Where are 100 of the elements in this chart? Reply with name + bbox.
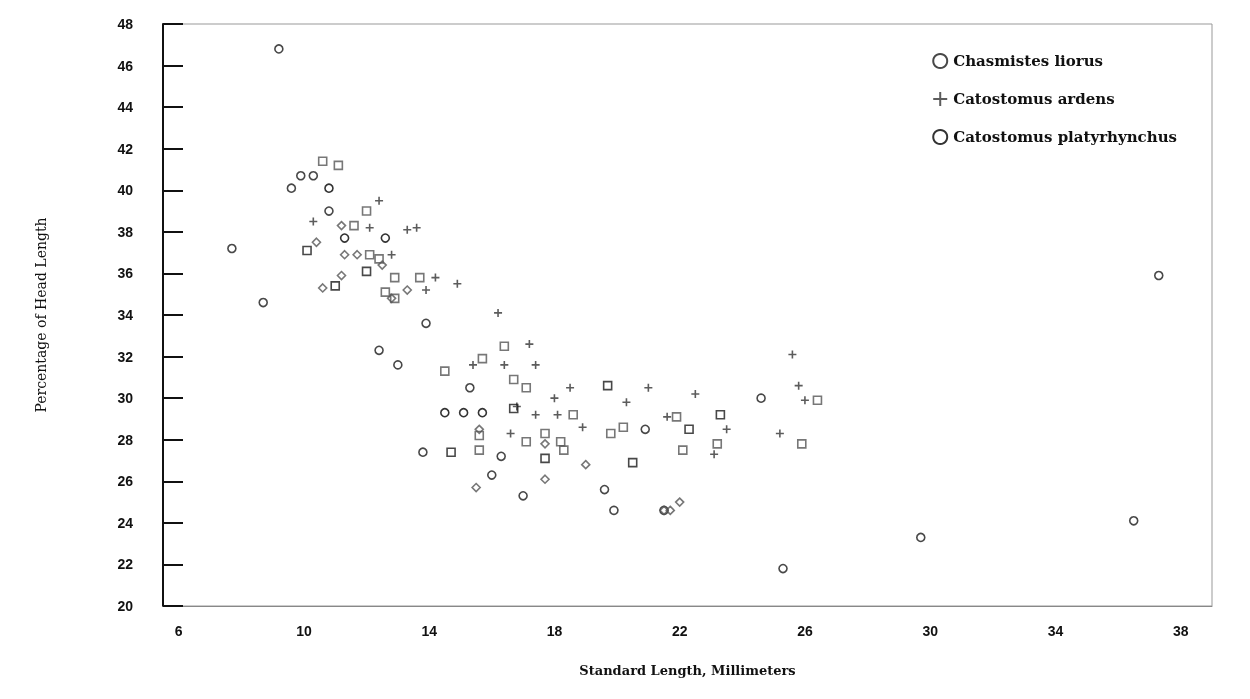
point (465, 382, 475, 393)
point (915, 532, 926, 543)
y-tick-label: 40 (117, 182, 134, 199)
x-tick-label: 18 (546, 623, 563, 639)
y-tick-label: 28 (117, 431, 134, 448)
point (1153, 270, 1164, 281)
point (812, 395, 823, 406)
point (258, 297, 268, 308)
x-tick-label: 10 (296, 623, 312, 639)
point (778, 563, 788, 574)
point (377, 260, 387, 270)
point (324, 206, 334, 216)
y-tick-label: 46 (117, 57, 134, 74)
point (800, 395, 810, 406)
point (580, 459, 591, 470)
point (458, 407, 469, 418)
point (311, 237, 322, 248)
x-tick-label: 30 (922, 623, 939, 639)
point (640, 424, 651, 435)
point (374, 254, 384, 264)
y-tick-label: 22 (117, 556, 134, 573)
legend-label: Catostomus ardens (953, 90, 1115, 108)
y-tick-label: 36 (117, 265, 134, 282)
x-tick-label: 22 (671, 623, 688, 639)
point (324, 183, 334, 193)
point (440, 407, 450, 418)
point (712, 439, 723, 449)
y-tick-label: 48 (117, 16, 134, 32)
point (274, 44, 284, 54)
point (374, 345, 384, 356)
y-axis-title: Percentage of Head Length (33, 217, 49, 413)
point (555, 436, 566, 447)
point (421, 285, 431, 295)
point (521, 436, 532, 447)
point (540, 428, 550, 439)
y-tick-label: 38 (117, 223, 134, 240)
point (568, 409, 579, 420)
point (471, 482, 481, 493)
legend-label: Catostomus platyrhynchus (953, 128, 1178, 146)
point (418, 447, 428, 457)
point (540, 439, 550, 449)
point (602, 380, 613, 391)
x-tick-label: 6 (174, 623, 183, 639)
point (487, 470, 497, 480)
point (336, 220, 347, 231)
point (317, 156, 328, 166)
point (364, 249, 375, 260)
point (540, 474, 550, 485)
point (684, 424, 694, 435)
y-tick-label: 32 (117, 348, 134, 365)
point (380, 287, 391, 297)
x-tick-label: 34 (1047, 623, 1064, 639)
point (477, 353, 488, 364)
point (286, 183, 297, 193)
point (421, 318, 431, 329)
point (402, 285, 413, 295)
y-tick-label: 20 (117, 598, 134, 614)
point (627, 457, 638, 468)
point (508, 374, 519, 385)
point (474, 445, 485, 455)
y-tick-label: 34 (117, 307, 134, 323)
point (380, 233, 391, 243)
point (565, 382, 575, 393)
point (361, 206, 372, 216)
point (474, 430, 485, 441)
point (227, 243, 237, 254)
point (468, 360, 478, 370)
point (308, 170, 319, 181)
point (709, 449, 719, 460)
point (1128, 515, 1139, 526)
x-tick-label: 14 (421, 623, 438, 639)
point (674, 497, 685, 507)
point (756, 393, 766, 403)
point (559, 445, 569, 455)
point (361, 266, 372, 277)
point (662, 412, 672, 422)
point (618, 422, 629, 433)
point (317, 283, 328, 293)
point (518, 491, 528, 501)
point (609, 505, 619, 516)
point (496, 451, 506, 462)
point (477, 407, 488, 418)
point (474, 424, 485, 435)
point (499, 341, 510, 351)
x-axis-title: Standard Length, Millimeters (579, 663, 796, 678)
point (352, 249, 362, 260)
x-tick-label: 26 (797, 623, 813, 639)
point (333, 160, 344, 171)
point (414, 272, 425, 283)
point (796, 439, 807, 449)
point (678, 445, 688, 455)
point (339, 233, 350, 243)
point (521, 382, 532, 393)
y-tick-label: 30 (117, 390, 134, 407)
point (389, 272, 400, 283)
y-tick-label: 44 (117, 99, 134, 116)
y-tick-label: 24 (117, 514, 134, 531)
point (339, 249, 350, 260)
point (715, 409, 726, 420)
point (508, 403, 519, 414)
